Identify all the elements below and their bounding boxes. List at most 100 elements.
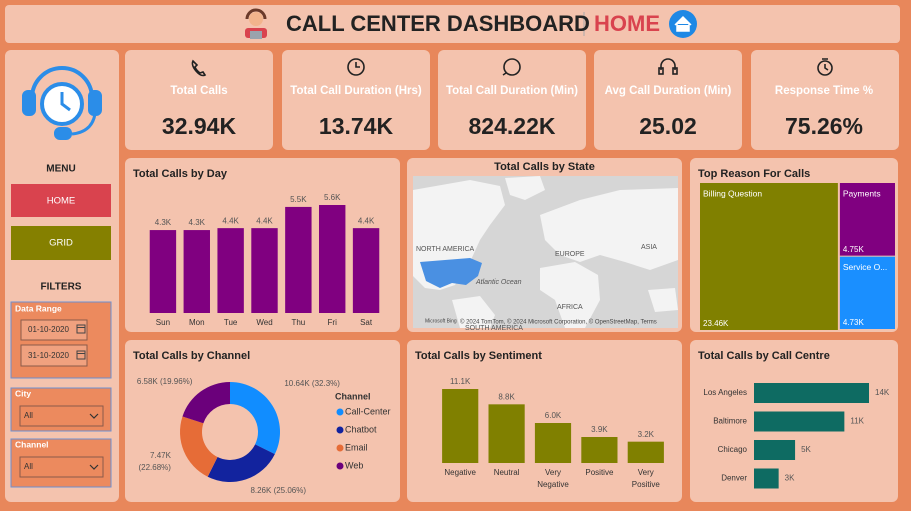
map-label: AFRICA — [557, 304, 583, 311]
filter-label: City — [15, 388, 31, 398]
map-label: NORTH AMERICA — [416, 246, 475, 253]
x-tick-label: Sat — [360, 318, 373, 327]
menu-item: HOME — [47, 196, 76, 207]
donut-slice — [207, 444, 275, 482]
data-label: 7.47K (22.68%) — [138, 451, 171, 472]
menu-button[interactable] — [11, 226, 111, 260]
legend-marker — [336, 444, 344, 452]
bar — [581, 437, 618, 463]
date-input[interactable] — [20, 319, 88, 341]
kpi-card — [125, 50, 273, 150]
data-label: 4.4K — [256, 216, 273, 225]
kpi-value: 25.02 — [639, 113, 697, 139]
donut-slice — [182, 382, 230, 424]
data-label: 4.4K — [358, 216, 375, 225]
data-label: 14K — [875, 388, 890, 397]
bar — [754, 468, 779, 489]
data-label: 10.64K (32.3%) — [284, 379, 340, 388]
x-tick-label: Neutral — [494, 468, 520, 477]
home-icon[interactable] — [669, 10, 697, 38]
legend-title: Channel — [335, 391, 371, 401]
menu-button[interactable] — [11, 184, 111, 217]
data-label: 3.2K — [638, 430, 655, 439]
dropdown[interactable] — [19, 405, 104, 427]
filter-label: Channel — [15, 439, 49, 449]
kpi-icon — [191, 58, 833, 77]
bar — [754, 440, 796, 460]
kpi-label: Total Call Duration (Hrs) — [290, 85, 422, 97]
agent-icon — [245, 8, 267, 39]
y-tick-label: Baltimore — [713, 417, 747, 426]
chart-title: Total Calls by Day — [133, 168, 228, 180]
y-tick-label: Chicago — [718, 445, 748, 454]
calendar-icon — [76, 324, 86, 360]
x-tick-label: Mon — [189, 318, 205, 327]
bar — [183, 230, 210, 313]
kpi-label: Response Time % — [775, 85, 873, 97]
data-label: 8.26K (25.06%) — [250, 486, 306, 495]
donut-slice — [180, 416, 218, 477]
map-attribution: © 2024 TomTom, © 2024 Microsoft Corporat… — [460, 319, 657, 326]
tile-label: Billing Question — [703, 188, 762, 198]
highlighted-region — [420, 258, 482, 288]
x-tick-label: Negative — [444, 468, 476, 477]
data-label: 4.75K — [843, 245, 865, 254]
legend-marker — [336, 462, 344, 470]
x-tick-label: Wed — [256, 318, 272, 327]
data-label: 4.3K — [155, 218, 172, 227]
map-label: Atlantic Ocean — [475, 279, 522, 286]
dashboard-title: CALL CENTER DASHBOARD — [286, 11, 590, 36]
x-tick-label: Thu — [291, 318, 305, 327]
chart-title: Total Calls by State — [494, 161, 595, 173]
data-label: 3K — [785, 474, 795, 483]
filter-value: All — [24, 462, 33, 471]
kpi-value: 824.22K — [469, 113, 556, 139]
menu-title: MENU — [46, 164, 75, 175]
data-label: 4.73K — [843, 318, 865, 327]
kpi-value: 13.74K — [319, 113, 394, 139]
bar — [251, 228, 278, 313]
date-input[interactable] — [20, 344, 88, 367]
filter-value: 31-10-2020 — [28, 351, 69, 360]
map-attribution: Microsoft Bing — [425, 318, 457, 324]
page-name: HOME — [594, 11, 660, 36]
dropdown[interactable] — [19, 456, 104, 478]
x-tick-label: Very Positive — [632, 468, 661, 489]
chart-title: Total Calls by Sentiment — [415, 350, 542, 362]
chart-title: Total Calls by Call Centre — [698, 350, 830, 362]
map-label: EUROPE — [555, 251, 585, 258]
kpi-label: Total Call Duration (Min) — [446, 85, 578, 97]
data-label: 4.4K — [222, 216, 239, 225]
filter-value: 01-10-2020 — [28, 325, 69, 334]
y-tick-label: Los Angeles — [703, 388, 747, 397]
filter-value: All — [24, 411, 33, 420]
legend-label: Chatbot — [345, 424, 377, 434]
map-label: SOUTH AMERICA — [465, 325, 523, 332]
x-tick-label: Sun — [156, 318, 170, 327]
tile-label: Service O... — [843, 262, 887, 272]
bar — [352, 228, 380, 313]
legend-label: Email — [345, 442, 368, 452]
kpi-label: Total Calls — [170, 85, 227, 97]
data-label: 5K — [801, 445, 811, 454]
chevron — [89, 413, 99, 470]
legend-marker — [336, 408, 344, 416]
tile-label: Payments — [843, 188, 881, 198]
donut-slice — [230, 382, 280, 455]
y-tick-label: Denver — [721, 474, 747, 483]
legend-marker — [336, 426, 344, 434]
bar — [319, 205, 346, 313]
legend-label: Web — [345, 460, 363, 470]
data-label: 3.9K — [591, 425, 608, 434]
data-label: 5.6K — [324, 193, 341, 202]
data-label: 8.8K — [498, 392, 515, 401]
data-label: 4.3K — [189, 218, 206, 227]
kpi-value: 32.94K — [162, 113, 237, 139]
map-label: ASIA — [641, 244, 657, 251]
bar — [534, 423, 572, 463]
x-tick-label: Fri — [328, 318, 338, 327]
data-label: 6.0K — [545, 411, 562, 420]
